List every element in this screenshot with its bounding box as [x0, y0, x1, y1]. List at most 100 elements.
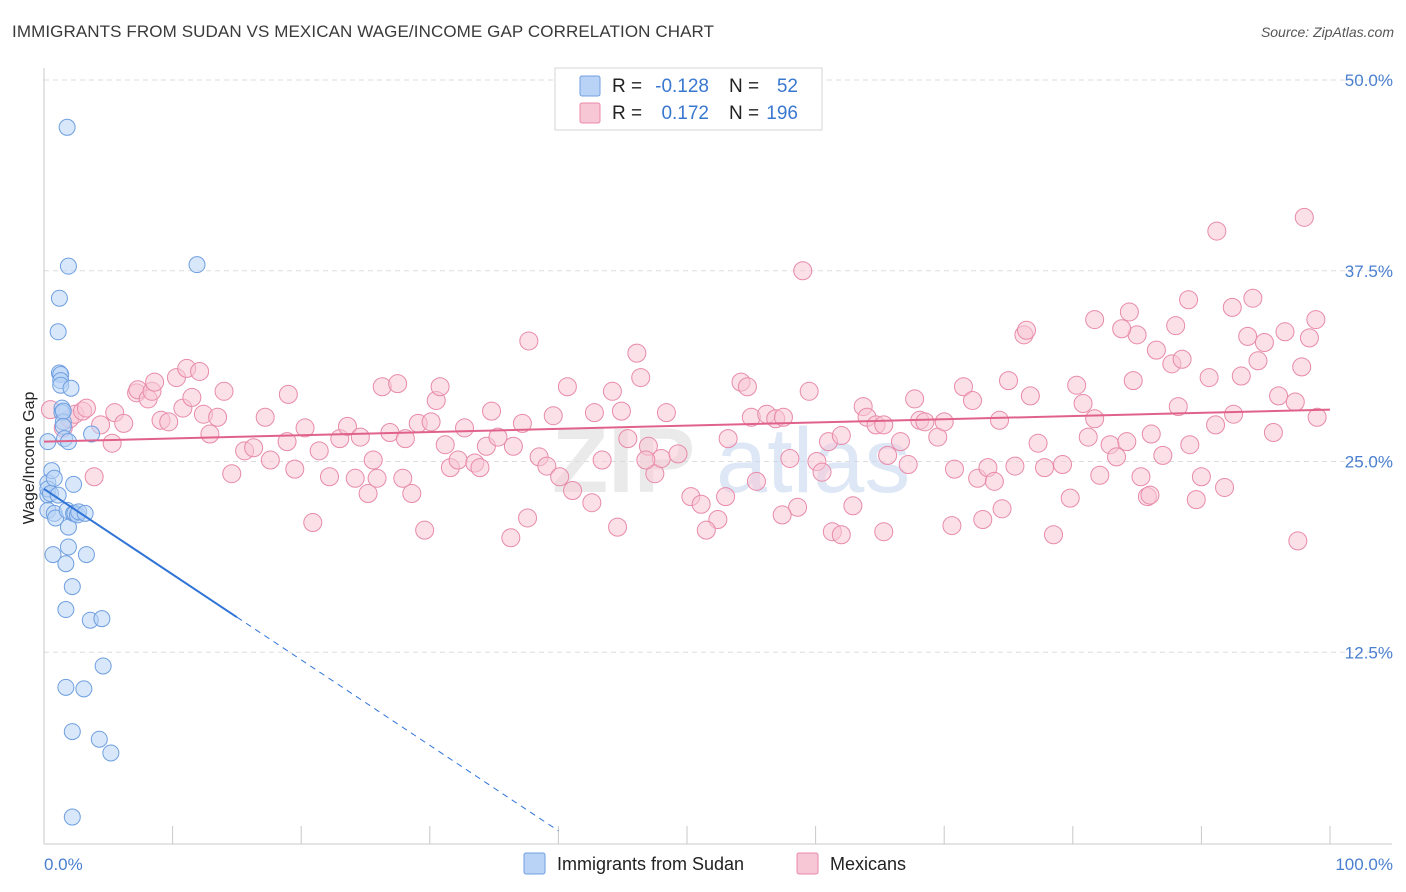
mexican-point — [350, 427, 370, 447]
legend-r-label: R = — [612, 76, 642, 97]
mexican-point — [843, 496, 863, 516]
mexican-point — [793, 261, 813, 281]
mexican-point — [1206, 415, 1226, 435]
mexican-point — [1035, 458, 1055, 478]
mexican-point — [611, 401, 631, 421]
mexican-point — [1269, 386, 1289, 406]
mexican-point — [618, 429, 638, 449]
mexican-point — [746, 471, 766, 491]
mexican-point — [455, 418, 475, 438]
mexican-point — [114, 413, 134, 433]
mexican-point — [1112, 319, 1132, 339]
mexican-point — [337, 416, 357, 436]
mexican-point — [557, 377, 577, 397]
source-label: Source: ZipAtlas.com — [1260, 24, 1394, 40]
mexican-point — [953, 377, 973, 397]
mexican-point — [1123, 371, 1143, 391]
mexican-point — [812, 462, 832, 482]
mexican-point — [159, 412, 179, 432]
mexican-point — [1020, 386, 1040, 406]
mexican-point — [1186, 490, 1206, 510]
mexican-point — [519, 331, 539, 351]
sudan-point — [57, 678, 75, 696]
mexican-point — [1299, 328, 1319, 348]
mexican-point — [1073, 394, 1093, 414]
mexican-point — [470, 458, 490, 478]
mexican-point — [182, 387, 202, 407]
mexican-point — [563, 480, 583, 500]
sudan-point — [75, 680, 93, 698]
mexican-point — [831, 525, 851, 545]
mexican-point — [636, 450, 656, 470]
mexican-point — [1243, 288, 1263, 308]
sudan-point — [63, 723, 81, 741]
y-tick-label: 12.5% — [1345, 643, 1393, 662]
mexican-point — [1146, 340, 1166, 360]
mexican-point — [1224, 404, 1244, 424]
mexican-point — [1140, 485, 1160, 505]
mexican-point — [1053, 455, 1073, 475]
mexican-point — [415, 520, 435, 540]
legend-swatch-sudan — [579, 75, 601, 97]
mexican-point — [76, 398, 96, 418]
mexican-point — [799, 381, 819, 401]
mexican-point — [773, 407, 793, 427]
mexican-point — [627, 343, 647, 363]
mexican-point — [942, 516, 962, 536]
mexican-point — [788, 497, 808, 517]
legend-n-label: N = — [729, 103, 759, 124]
legend-n-value: 52 — [777, 76, 798, 97]
mexican-point — [285, 459, 305, 479]
sudan-point — [57, 555, 75, 573]
mexican-point — [1078, 427, 1098, 447]
legend-r-value: 0.172 — [661, 103, 709, 124]
mexican-point — [915, 412, 935, 432]
mexican-point — [831, 426, 851, 446]
mexican-point — [992, 499, 1012, 519]
mexican-point — [84, 467, 104, 487]
mexican-point — [582, 493, 602, 513]
mexican-point — [1172, 349, 1192, 369]
mexican-point — [890, 432, 910, 452]
mexican-point — [200, 424, 220, 444]
mexican-point — [1294, 207, 1314, 227]
bottom-legend-swatch-mexican — [796, 852, 819, 875]
bottom-legend-label-mexican: Mexicans — [830, 854, 906, 874]
legend-n-label: N = — [729, 76, 759, 97]
mexican-point — [1180, 435, 1200, 455]
axes — [43, 68, 1392, 845]
y-axis-label: Wage/Income Gap — [21, 392, 38, 525]
mexican-trend-line — [43, 408, 1331, 443]
y-tick-label: 37.5% — [1345, 262, 1393, 281]
sudan-trend-extension — [236, 616, 559, 832]
mexican-point — [388, 374, 408, 394]
sudan-point — [90, 730, 108, 748]
mexican-point — [1005, 456, 1025, 476]
mexican-point — [1107, 447, 1127, 467]
bottom-legend-label-sudan: Immigrants from Sudan — [557, 854, 744, 874]
sudan-trend-line — [43, 488, 238, 618]
mexican-point — [1044, 525, 1064, 545]
mexican-point — [448, 450, 468, 470]
mexican-point — [737, 377, 757, 397]
mexican-point — [358, 484, 378, 504]
mexican-point — [934, 412, 954, 432]
mexican-points — [40, 207, 1327, 551]
mexican-point — [1306, 310, 1326, 330]
mexican-point — [984, 471, 1004, 491]
sudan-point — [65, 475, 83, 493]
mexican-point — [1248, 351, 1268, 371]
mexican-point — [395, 429, 415, 449]
mexican-point — [718, 429, 738, 449]
mexican-point — [898, 455, 918, 475]
mexican-point — [1275, 322, 1295, 342]
mexican-point — [1067, 375, 1087, 395]
mexican-point — [501, 528, 521, 548]
sudan-point — [83, 425, 101, 443]
mexican-point — [537, 456, 557, 476]
mexican-point — [592, 450, 612, 470]
mexican-point — [214, 381, 234, 401]
legend-r-value: -0.128 — [655, 76, 709, 97]
mexican-point — [608, 517, 628, 537]
